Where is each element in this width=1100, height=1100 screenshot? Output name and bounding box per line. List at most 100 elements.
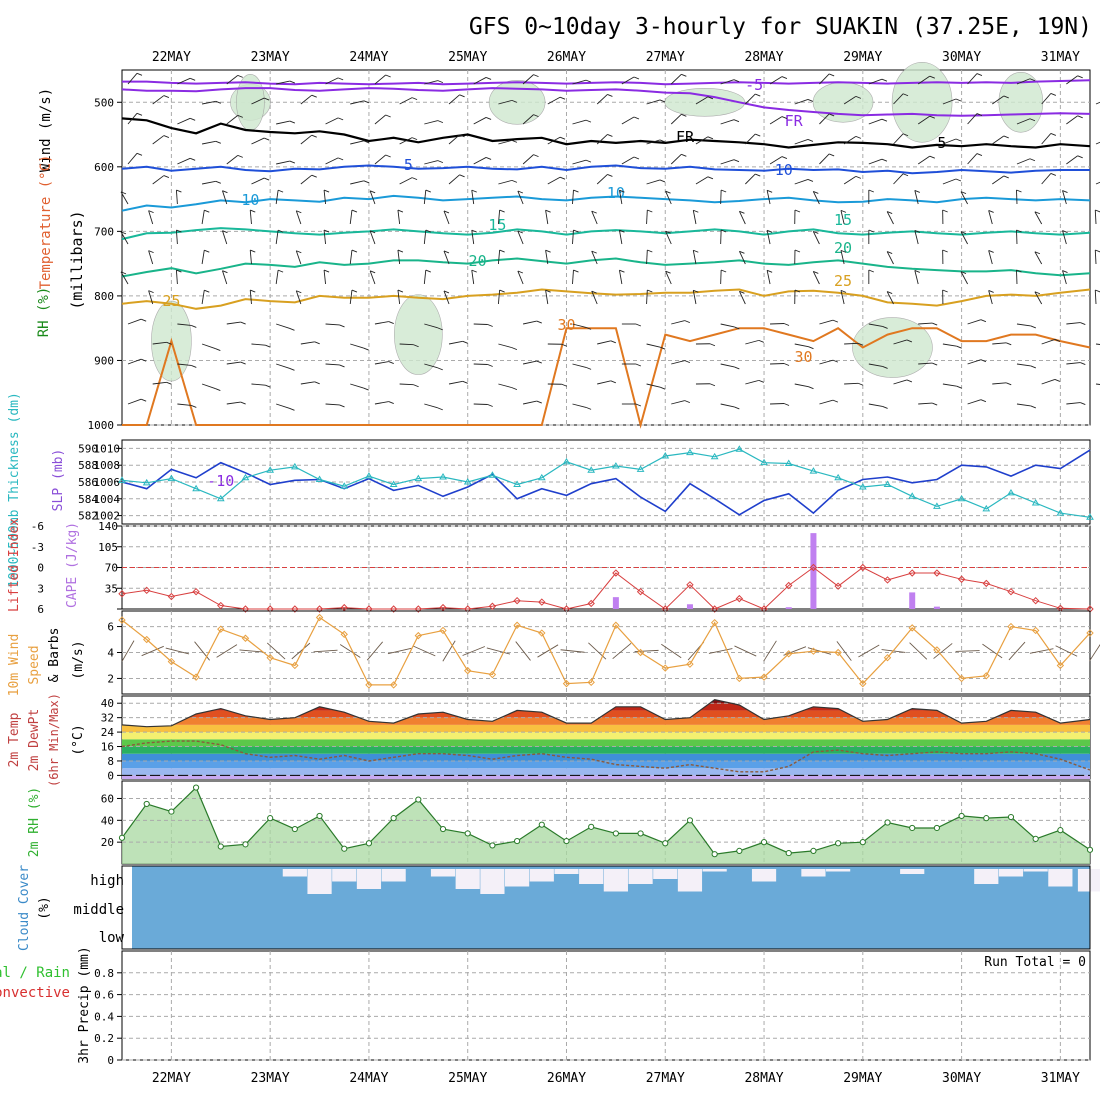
wind-barb-flag [1034, 291, 1041, 295]
wind-barb-flag [511, 179, 518, 183]
wind-barb [226, 361, 241, 365]
cape-bar [686, 604, 693, 609]
wind-barb [988, 290, 993, 305]
wind-barb [766, 230, 771, 245]
panel-frame [121, 950, 1091, 1061]
wind-barb [443, 290, 450, 305]
wind-barb-flag [485, 157, 492, 160]
wind-barb-flag [148, 250, 154, 254]
wind-barb [794, 179, 809, 185]
wind-barb-flag [462, 380, 468, 384]
wind-barb-flag [766, 189, 773, 193]
wind-barb [251, 383, 266, 386]
time-label-bottom: 23MAY [251, 1071, 290, 1086]
wind-barb [769, 156, 783, 165]
panel-frame [121, 865, 1091, 950]
wind-barb-flag [955, 178, 962, 182]
wind-barb [148, 290, 154, 305]
wind-barb [1066, 362, 1081, 365]
wind-barb [300, 174, 313, 185]
wind-barb-flag [942, 209, 948, 213]
wind-barb-flag [980, 359, 987, 363]
wind-marker [192, 673, 200, 681]
wind-barb-flag [240, 401, 246, 405]
wind-marker [957, 674, 966, 683]
wind-barb [226, 401, 241, 405]
wind-barb-flag [323, 189, 330, 193]
wind-marker [142, 635, 151, 644]
wind-barb [1034, 291, 1043, 305]
axis-label-wind10m: 10m Wind [7, 634, 22, 697]
rh-marker [958, 812, 965, 820]
wind-barb [665, 231, 672, 245]
wind-barb [794, 99, 809, 105]
wind-barb [812, 231, 820, 245]
wind-barb [692, 290, 697, 305]
wind-barb-flag [437, 327, 443, 331]
wind-barb [152, 341, 167, 345]
wind-barb [720, 323, 735, 328]
wind-barb-flag [665, 190, 671, 194]
wind-barb [374, 154, 386, 165]
wind-barb [646, 99, 661, 105]
temp-band [122, 703, 1090, 711]
slp-marker [389, 480, 398, 488]
wind-barb [249, 210, 252, 225]
wind-barb-flag [980, 399, 987, 403]
rh-shade [891, 61, 953, 143]
wind-barb-flag [755, 173, 761, 177]
wind-barb-flag [857, 382, 864, 386]
y-tick-label: 6 [107, 621, 114, 634]
wind-barb [148, 250, 154, 265]
wind-barb [175, 270, 178, 285]
wind-barb-flag [163, 175, 170, 178]
wind-barb [720, 403, 735, 408]
wind-barb [175, 230, 178, 245]
wind-barb-flag [559, 136, 566, 140]
wind-barb-flag [314, 381, 320, 385]
wind-barb [917, 115, 931, 125]
slp-marker [266, 466, 275, 473]
wind-marker [1031, 626, 1040, 635]
wind-barb [955, 650, 980, 652]
cloud-tick-label: middle [73, 902, 124, 918]
wind-barb [1016, 78, 1031, 85]
li-marker [192, 588, 200, 596]
wind-barb-flag [191, 405, 197, 408]
wind-barb-flag [120, 271, 127, 275]
wind-barb-flag [607, 174, 613, 177]
wind-barb-flag [902, 93, 909, 97]
wind-marker [538, 629, 546, 637]
wind-barb [819, 113, 830, 125]
wind-barb-flag [733, 159, 740, 163]
wind-barb [745, 133, 756, 145]
wind-barb [366, 641, 383, 661]
wind-barb-flag [807, 99, 814, 102]
wind-barb [739, 211, 746, 225]
wind-barb [665, 191, 672, 205]
wind-marker [365, 681, 373, 689]
wind-barb-flag [840, 289, 847, 293]
wind-barb [177, 77, 191, 85]
rh-area [122, 787, 1090, 864]
y-tick-label: 582 [78, 510, 98, 523]
wind-barb [858, 644, 880, 658]
li-line [121, 566, 1091, 610]
slp-marker [537, 473, 546, 481]
wind-barb-flag [807, 179, 814, 182]
wind-barb-flag [1062, 190, 1068, 193]
wind-barb-flag [733, 79, 740, 83]
wind-barb-flag [886, 211, 893, 214]
time-label-top: 25MAY [448, 50, 487, 65]
wind-barb [1089, 644, 1100, 662]
wind-barb-flag [882, 326, 888, 329]
rh-line [121, 786, 1091, 855]
wind-barb-flag [733, 119, 740, 123]
wind-barb [325, 77, 339, 85]
isotherm-label: FR [785, 112, 804, 130]
wind-barb [591, 290, 598, 305]
wind-barb [597, 380, 611, 385]
li-marker [217, 601, 225, 610]
wind-barb [560, 649, 585, 653]
wind-barb-flag [1016, 229, 1022, 233]
